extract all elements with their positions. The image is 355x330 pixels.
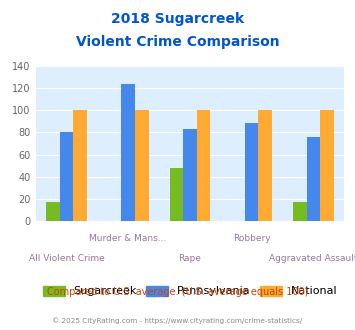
Bar: [293, 202, 307, 221]
Bar: [258, 110, 272, 221]
Text: Violent Crime Comparison: Violent Crime Comparison: [76, 35, 279, 49]
Bar: [135, 110, 148, 221]
Bar: [60, 132, 73, 221]
Bar: [170, 168, 183, 221]
Bar: [245, 122, 258, 221]
Bar: [121, 84, 135, 221]
Text: Murder & Mans...: Murder & Mans...: [89, 234, 167, 243]
Text: Robbery: Robbery: [233, 234, 271, 243]
Legend: Sugarcreek, Pennsylvania, National: Sugarcreek, Pennsylvania, National: [43, 285, 337, 296]
Text: 2018 Sugarcreek: 2018 Sugarcreek: [111, 12, 244, 25]
Text: Rape: Rape: [179, 254, 201, 263]
Bar: [183, 129, 197, 221]
Bar: [320, 110, 334, 221]
Bar: [197, 110, 210, 221]
Bar: [307, 137, 320, 221]
Text: Compared to U.S. average. (U.S. average equals 100): Compared to U.S. average. (U.S. average …: [47, 287, 308, 297]
Text: All Violent Crime: All Violent Crime: [28, 254, 104, 263]
Bar: [73, 110, 87, 221]
Text: Aggravated Assault: Aggravated Assault: [269, 254, 355, 263]
Text: © 2025 CityRating.com - https://www.cityrating.com/crime-statistics/: © 2025 CityRating.com - https://www.city…: [53, 317, 302, 324]
Bar: [46, 202, 60, 221]
